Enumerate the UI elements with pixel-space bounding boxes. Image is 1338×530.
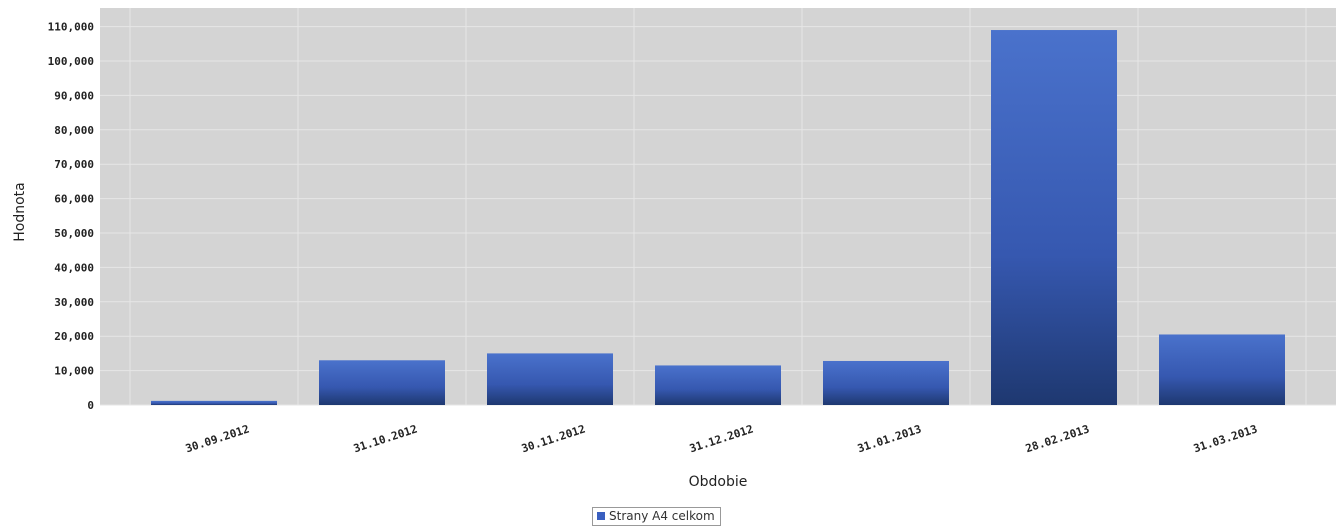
x-tick-label: 31.12.2012 <box>688 422 755 455</box>
bar <box>1159 334 1285 405</box>
y-tick-label: 20,000 <box>54 330 94 343</box>
legend-swatch <box>597 512 605 520</box>
legend-label: Strany A4 celkom <box>609 509 715 523</box>
y-tick-label: 90,000 <box>54 89 94 102</box>
y-tick-label: 0 <box>87 399 94 412</box>
y-tick-label: 40,000 <box>54 261 94 274</box>
legend: Strany A4 celkom <box>592 507 721 526</box>
bar <box>991 30 1117 405</box>
y-tick-label: 30,000 <box>54 296 94 309</box>
y-tick-label: 110,000 <box>48 21 94 34</box>
plot-area <box>100 8 1336 405</box>
y-tick-label: 70,000 <box>54 158 94 171</box>
y-tick-label: 60,000 <box>54 193 94 206</box>
y-tick-label: 100,000 <box>48 55 94 68</box>
bar <box>655 365 781 405</box>
x-tick-label: 31.10.2012 <box>352 422 419 455</box>
bar <box>487 353 613 405</box>
x-tick-label: 30.09.2012 <box>184 422 251 455</box>
y-axis-title: Hodnota <box>12 182 28 242</box>
bar <box>151 400 277 405</box>
bar <box>823 360 949 405</box>
x-tick-label: 31.03.2013 <box>1192 422 1259 455</box>
x-tick-label: 31.01.2013 <box>856 422 923 455</box>
x-tick-label: 28.02.2013 <box>1024 422 1091 455</box>
x-tick-label: 30.11.2012 <box>520 422 587 455</box>
bar-chart: 0 10,000 20,000 30,000 40,000 50,000 60,000 70,… <box>12 8 1336 490</box>
y-tick-label: 80,000 <box>54 124 94 137</box>
y-tick-label: 50,000 <box>54 227 94 240</box>
bar <box>319 360 445 405</box>
y-tick-label: 10,000 <box>54 365 94 378</box>
x-axis-title: Obdobie <box>689 474 748 490</box>
